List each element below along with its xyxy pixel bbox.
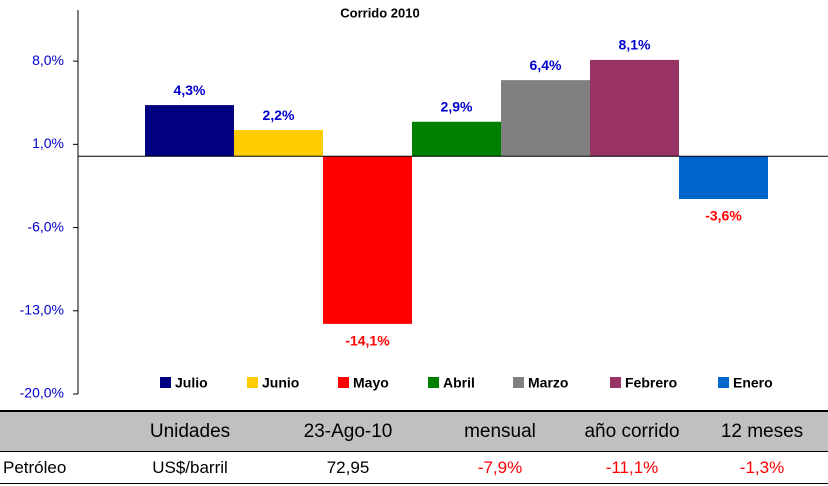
value-label: 6,4% (530, 57, 562, 73)
table-cell: -1,3% (739, 458, 785, 477)
bar (145, 105, 234, 157)
table-cell: Unidades (149, 421, 231, 442)
y-tick-label: 1,0% (32, 135, 64, 151)
value-label: 4,3% (174, 82, 206, 98)
legend-label: Junio (262, 375, 299, 391)
y-tick-label: -13,0% (20, 301, 64, 317)
table-cell: -7,9% (477, 458, 523, 477)
y-tick-label: -20,0% (20, 385, 64, 401)
legend-label: Enero (733, 375, 773, 391)
value-label: -14,1% (345, 333, 390, 349)
legend-label: Febrero (625, 375, 677, 391)
table-row-line (0, 483, 828, 484)
value-label: 8,1% (619, 37, 651, 53)
bar (412, 121, 501, 157)
value-label: 2,9% (441, 98, 473, 114)
legend-swatch (610, 377, 621, 388)
legend-swatch (338, 377, 349, 388)
table-cell: mensual (464, 421, 536, 442)
legend-label: Julio (175, 375, 208, 391)
table-cell: 72,95 (326, 458, 370, 477)
table-cell: Petróleo (3, 458, 67, 477)
legend-label: Mayo (353, 375, 389, 391)
bar (234, 130, 323, 157)
legend-swatch (160, 377, 171, 388)
table-cell: US$/barril (152, 458, 228, 477)
legend-swatch (428, 377, 439, 388)
table-cell: -11,1% (605, 458, 659, 477)
legend-label: Marzo (528, 375, 568, 391)
legend-swatch (513, 377, 524, 388)
legend-swatch (718, 377, 729, 388)
bar (501, 80, 590, 157)
bar (679, 156, 768, 200)
table-cell: 23-Ago-10 (303, 421, 393, 442)
value-label: 2,2% (263, 107, 295, 123)
chart-title: Corrido 2010 (340, 5, 419, 20)
table-cell: año corrido (584, 421, 680, 442)
table-cell: 12 meses (720, 421, 804, 442)
value-label: -3,6% (705, 208, 742, 224)
y-tick-label: -6,0% (27, 218, 64, 234)
bar (590, 59, 679, 157)
chart: Corrido 2010 8,0% 1,0% -6,0% -13,0% -20,0% 4,… (20, 5, 828, 401)
legend-swatch (247, 377, 258, 388)
legend-label: Abril (443, 375, 475, 391)
bar (323, 156, 412, 324)
table-header-bg (0, 410, 828, 452)
y-tick-label: 8,0% (32, 52, 64, 68)
